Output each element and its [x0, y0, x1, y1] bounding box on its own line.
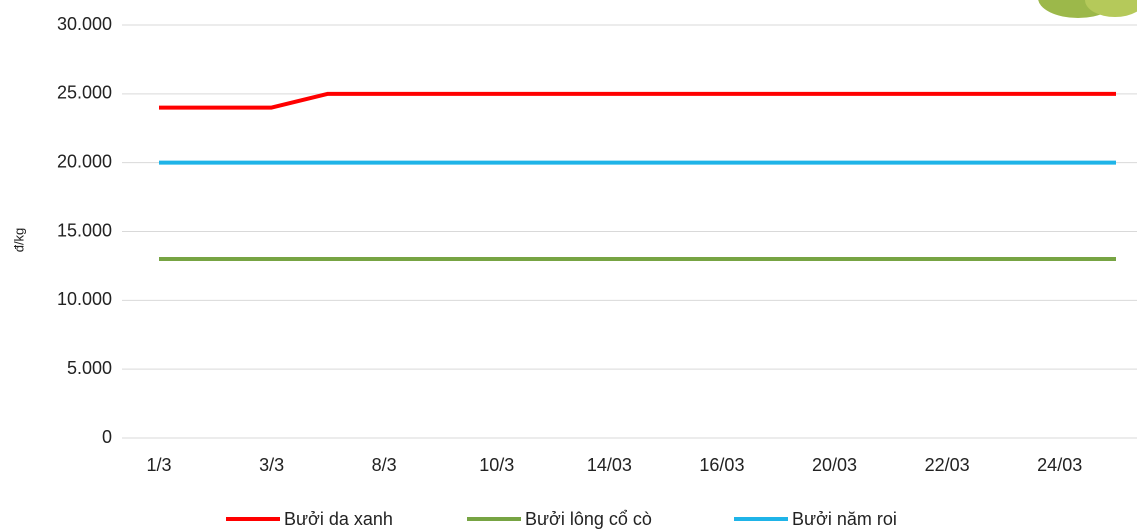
legend-label: Bưởi lông cổ cò [525, 509, 652, 529]
legend-label: Bưởi năm roi [792, 509, 897, 529]
x-tick-label: 20/03 [812, 455, 857, 475]
x-tick-label: 1/3 [146, 455, 171, 475]
y-tick-label: 5.000 [67, 358, 112, 378]
y-axis-label: đ/kg [11, 228, 26, 253]
y-tick-label: 30.000 [57, 14, 112, 34]
x-tick-label: 22/03 [925, 455, 970, 475]
y-tick-label: 10.000 [57, 289, 112, 309]
x-tick-label: 10/3 [479, 455, 514, 475]
series-line [159, 91, 1116, 110]
x-tick-label: 16/03 [699, 455, 744, 475]
y-tick-label: 0 [102, 427, 112, 447]
legend-label: Bưởi da xanh [284, 509, 393, 529]
x-tick-label: 24/03 [1037, 455, 1082, 475]
fruit-decoration [1038, 0, 1137, 18]
y-tick-label: 20.000 [57, 151, 112, 171]
x-tick-label: 14/03 [587, 455, 632, 475]
x-tick-label: 8/3 [372, 455, 397, 475]
y-tick-label: 15.000 [57, 220, 112, 240]
y-tick-label: 25.000 [57, 83, 112, 103]
x-tick-label: 3/3 [259, 455, 284, 475]
